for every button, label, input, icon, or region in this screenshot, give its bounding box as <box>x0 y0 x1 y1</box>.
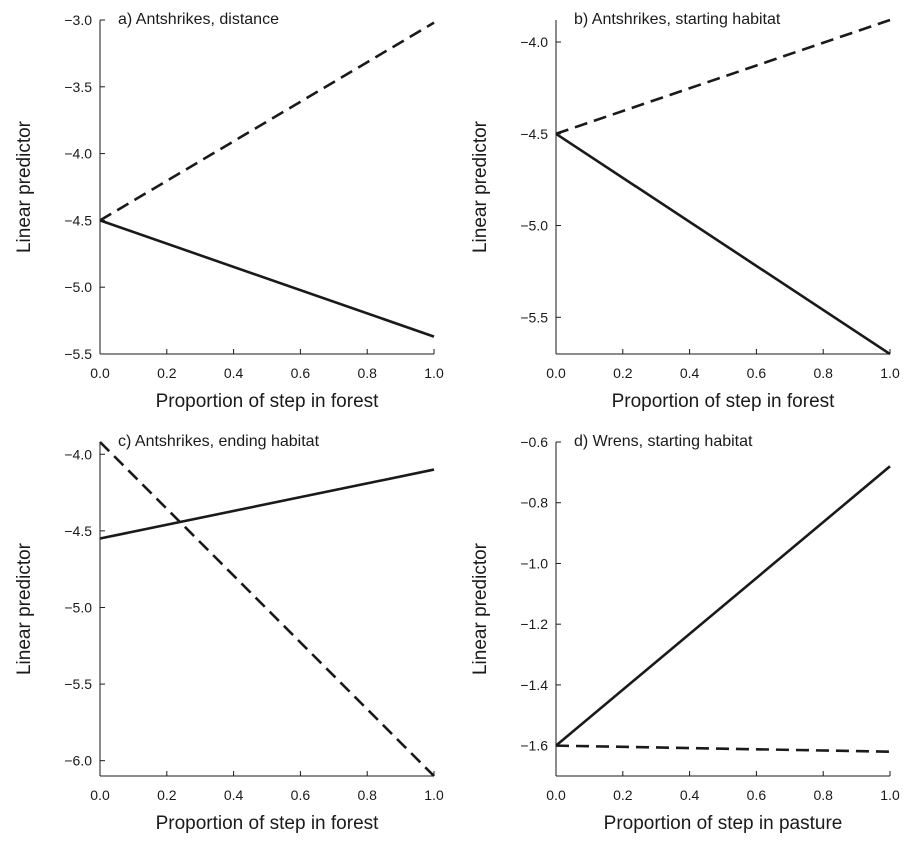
panel-b-y-tick-label: −4.5 <box>520 126 548 142</box>
panel-c-x-tick-label: 0.2 <box>157 787 177 803</box>
panel-c-x-tick-label: 0.0 <box>90 787 110 803</box>
panel-a-x-tick-label: 0.0 <box>90 365 110 381</box>
panel-d-y-tick-label: −1.2 <box>520 616 548 632</box>
panel-d-y-tick-label: −1.0 <box>520 555 548 571</box>
panel-d-x-tick-label: 0.6 <box>747 787 767 803</box>
panel-d: 0.0 0.2 0.4 0.6 0.8 1.0 −1.6 −1.4 −1.2 −1.0 −0.8 −0… <box>470 433 900 834</box>
panel-c: 0.0 0.2 0.4 0.6 0.8 1.0 −6.0 −5.5 −5.0 −4.5 −4.0 c… <box>14 433 444 834</box>
panel-d-x-tick-label: 0.4 <box>680 787 700 803</box>
panel-d-x-axis-title: Proportion of step in pasture <box>604 813 843 834</box>
panel-d-solid-line <box>555 465 891 747</box>
panel-c-x-tick-label: 1.0 <box>424 787 444 803</box>
panel-b-y-tick-label: −5.0 <box>520 218 548 234</box>
panel-a-title: a) Antshrikes, distance <box>118 11 279 28</box>
panel-a-y-tick-label: −5.0 <box>64 279 92 295</box>
panel-d-y-tick-label: −0.6 <box>520 434 548 450</box>
panel-c-y-tick-label: −5.0 <box>64 599 92 615</box>
panel-d-y-tick-label: −1.4 <box>520 677 548 693</box>
panel-c-x-tick-label: 0.8 <box>357 787 377 803</box>
panel-c-y-tick-label: −4.0 <box>64 446 92 462</box>
panel-d-x-tick-label: 0.8 <box>813 787 833 803</box>
panel-a: 0.0 0.2 0.4 0.6 0.8 1.0 −5.5 −5.0 −4.5 −4.0 −3.5 −3… <box>14 11 444 412</box>
panel-a-y-tick-label: −4.0 <box>64 146 92 162</box>
panel-a-x-tick-label: 0.2 <box>157 365 177 381</box>
panel-b-x-tick-label: 0.4 <box>680 365 700 381</box>
panel-a-x-tick-label: 0.8 <box>357 365 377 381</box>
panel-d-dashed-line <box>555 744 891 754</box>
panel-a-series <box>99 21 435 338</box>
panel-c-title: c) Antshrikes, ending habitat <box>118 433 320 450</box>
panel-c-y-tick-label: −6.0 <box>64 753 92 769</box>
panel-d-y-tick-label: −0.8 <box>520 495 548 511</box>
panel-c-dashed-line <box>99 441 435 777</box>
panel-d-y-axis-title: Linear predictor <box>470 542 491 675</box>
panel-b-y-tick-label: −4.0 <box>520 34 548 50</box>
panel-b-title: b) Antshrikes, starting habitat <box>574 11 781 28</box>
panel-d-title: d) Wrens, starting habitat <box>574 433 753 450</box>
panel-b-x-tick-label: 0.2 <box>613 365 633 381</box>
panel-b-solid-line <box>555 132 891 356</box>
panel-b-x-tick-label: 0.8 <box>813 365 833 381</box>
panel-c-ticks: 0.0 0.2 0.4 0.6 0.8 1.0 −6.0 −5.5 −5.0 −4.5 −4.0 <box>64 446 444 803</box>
panel-a-x-tick-label: 0.4 <box>224 365 244 381</box>
panel-d-x-tick-label: 0.0 <box>546 787 566 803</box>
panel-a-x-axis-title: Proportion of step in forest <box>156 391 380 412</box>
panel-d-x-tick-label: 0.2 <box>613 787 633 803</box>
panel-b-x-tick-label: 1.0 <box>880 365 900 381</box>
panel-b: 0.0 0.2 0.4 0.6 0.8 1.0 −5.5 −5.0 −4.5 −4.0 b) An… <box>470 11 900 412</box>
panel-a-y-tick-label: −3.5 <box>64 79 92 95</box>
panel-c-y-tick-label: −5.5 <box>64 676 92 692</box>
panel-c-y-axis-title: Linear predictor <box>14 542 35 675</box>
panel-b-dashed-line <box>555 18 891 136</box>
panel-a-y-tick-label: −3.0 <box>64 12 92 28</box>
panel-c-y-tick-label: −4.5 <box>64 523 92 539</box>
panel-b-ticks: 0.0 0.2 0.4 0.6 0.8 1.0 −5.5 −5.0 −4.5 −4.0 <box>520 34 900 381</box>
panel-a-y-tick-label: −5.5 <box>64 346 92 362</box>
panel-d-x-tick-label: 1.0 <box>880 787 900 803</box>
panel-b-series <box>555 18 891 356</box>
panel-b-y-axis-title: Linear predictor <box>470 120 491 253</box>
panel-c-solid-line <box>99 468 435 540</box>
panel-a-x-tick-label: 1.0 <box>424 365 444 381</box>
panel-d-ticks: 0.0 0.2 0.4 0.6 0.8 1.0 −1.6 −1.4 −1.2 −1.0 −0.8 −0… <box>520 434 900 803</box>
panel-c-x-axis-title: Proportion of step in forest <box>156 813 380 834</box>
panel-c-x-tick-label: 0.6 <box>291 787 311 803</box>
panel-d-series <box>555 465 891 754</box>
panel-c-x-tick-label: 0.4 <box>224 787 244 803</box>
panel-b-x-tick-label: 0.6 <box>747 365 767 381</box>
panel-b-x-tick-label: 0.0 <box>546 365 566 381</box>
panel-c-series <box>99 441 435 777</box>
panel-a-y-tick-label: −4.5 <box>64 212 92 228</box>
panel-a-ticks: 0.0 0.2 0.4 0.6 0.8 1.0 −5.5 −5.0 −4.5 −4.0 −3.5 −3… <box>64 12 444 381</box>
panel-a-x-tick-label: 0.6 <box>291 365 311 381</box>
panel-a-solid-line <box>99 219 435 338</box>
panel-b-y-tick-label: −5.5 <box>520 309 548 325</box>
panel-a-dashed-line <box>99 21 435 222</box>
panel-d-y-tick-label: −1.6 <box>520 738 548 754</box>
panel-b-x-axis-title: Proportion of step in forest <box>612 391 836 412</box>
panel-a-y-axis-title: Linear predictor <box>14 120 35 253</box>
